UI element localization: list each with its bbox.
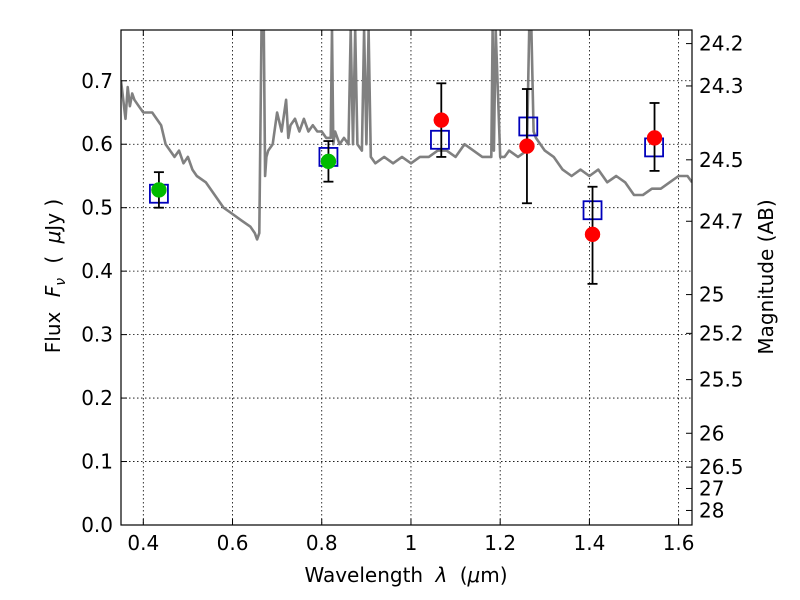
- y2-tick-label: 26: [699, 421, 724, 445]
- observed-flux-point: [151, 182, 167, 198]
- x-tick-label: 0.6: [217, 531, 249, 555]
- observed-flux-point: [433, 112, 450, 128]
- spectrum-layer: [121, 30, 692, 241]
- y2-tick-label: 28: [699, 498, 724, 522]
- x-tick-label: 1.2: [484, 531, 516, 555]
- model-flux-square: [430, 129, 450, 150]
- y-tick-label: 0.6: [81, 132, 113, 156]
- observed-flux-point: [646, 130, 663, 146]
- model-flux-square: [518, 116, 539, 137]
- y-tick-label: 0.5: [81, 196, 113, 220]
- y-tick-label: 0.3: [81, 323, 113, 347]
- y-axis-label: Flux Fν ( μJy ): [41, 199, 70, 353]
- y2-tick-label: 24.3: [699, 74, 744, 98]
- observed-flux-point: [320, 153, 337, 170]
- observed-flux-point: [584, 226, 601, 243]
- x-tick-label: 1: [405, 531, 418, 555]
- y2-tick-label: 25: [699, 283, 724, 307]
- y-tick-label: 0.0: [81, 513, 113, 537]
- markers-layer: [149, 82, 664, 285]
- y2-tick-label: 25.5: [699, 368, 744, 392]
- plot-frame: [120, 29, 693, 526]
- y2-tick-label: 27: [699, 476, 724, 500]
- x-tick-label: 0.8: [306, 531, 338, 555]
- ticks: 0.4 0.6 0.8 1 1.2 1.4 1.6 0.0 0.1 0.2 0.3 0.4 0.5 0.6…: [81, 30, 744, 555]
- x-tick-label: 1.4: [573, 531, 605, 555]
- y-tick-label: 0.1: [81, 450, 113, 474]
- y-tick-label: 0.4: [81, 259, 113, 283]
- y-tick-label: 0.2: [81, 386, 113, 410]
- y2-tick-label: 26.5: [699, 455, 744, 479]
- y2-tick-label: 24.7: [699, 209, 744, 233]
- x-tick-label: 1.6: [663, 531, 695, 555]
- y2-tick-label: 24.2: [699, 32, 744, 56]
- x-tick-label: 0.4: [127, 531, 159, 555]
- model-spectrum-line: [121, 30, 692, 241]
- grid: [121, 30, 692, 525]
- y2-tick-label: 25.2: [699, 321, 744, 345]
- observed-flux-point: [519, 138, 535, 154]
- y-tick-label: 0.7: [81, 69, 113, 93]
- x-axis-label: Wavelength λ (μm): [304, 563, 507, 587]
- y2-tick-label: 24.5: [699, 148, 744, 172]
- y2-axis-label: Magnitude (AB): [754, 199, 778, 354]
